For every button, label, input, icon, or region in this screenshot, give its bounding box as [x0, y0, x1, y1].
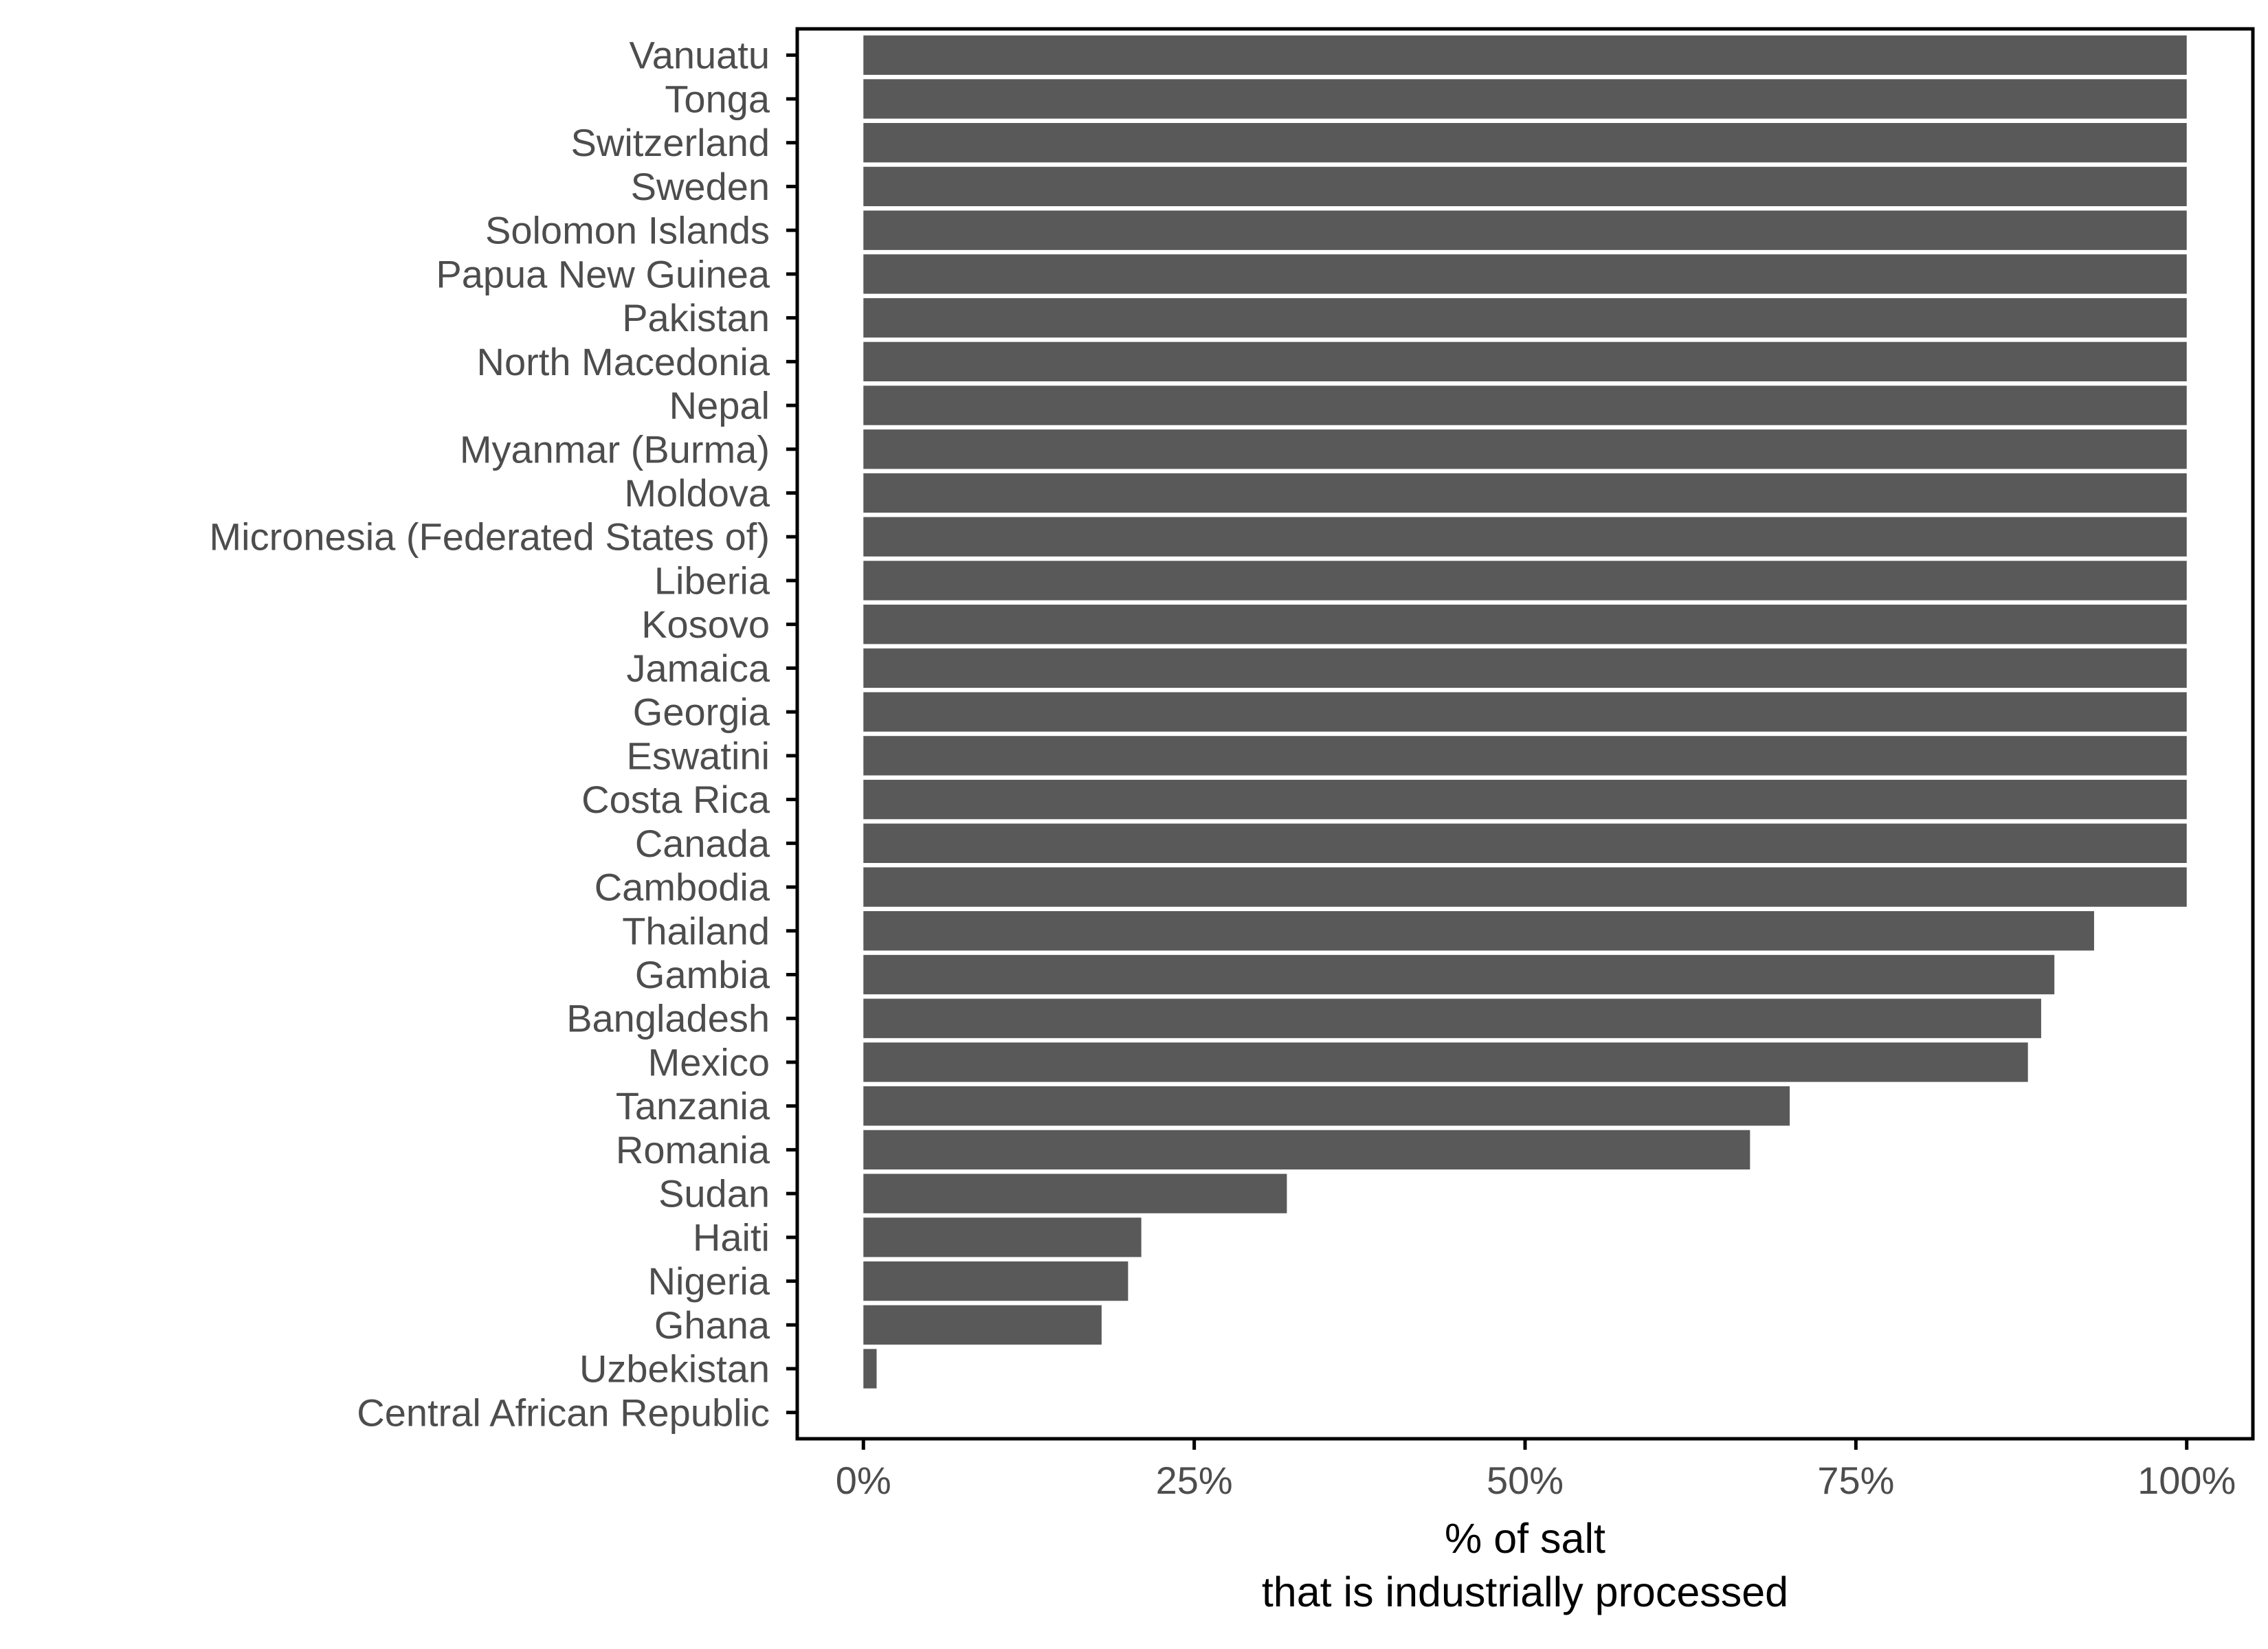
bar-switzerland	[863, 123, 2187, 163]
bar-cambodia	[863, 867, 2187, 907]
y-tick-label-ghana: Ghana	[654, 1303, 770, 1347]
bar-sweden	[863, 166, 2187, 207]
y-tick-label-micronesia-federated-states-of: Micronesia (Federated States of)	[210, 515, 770, 559]
y-tick-label-solomon-islands: Solomon Islands	[485, 209, 770, 252]
bar-micronesia-federated-states-of	[863, 517, 2187, 557]
x-tick-label-50: 50%	[1487, 1459, 1564, 1502]
bar-papua-new-guinea	[863, 254, 2187, 294]
bar-mexico	[863, 1042, 2028, 1082]
bar-kosovo	[863, 605, 2187, 644]
bar-nigeria	[863, 1261, 1129, 1301]
bar-liberia	[863, 561, 2187, 601]
y-tick-label-thailand: Thailand	[622, 909, 770, 952]
bar-north-macedonia	[863, 341, 2187, 381]
bar-gambia	[863, 954, 2055, 995]
bar-georgia	[863, 692, 2187, 732]
bar-romania	[863, 1130, 1750, 1170]
bar-thailand	[863, 911, 2094, 951]
bar-solomon-islands	[863, 210, 2187, 250]
bar-tanzania	[863, 1086, 1790, 1126]
y-tick-label-tanzania: Tanzania	[616, 1084, 770, 1128]
x-axis-title-line-1: % of salt	[1445, 1515, 1605, 1562]
bars-group	[863, 35, 2187, 1389]
y-tick-label-canada: Canada	[635, 822, 770, 865]
y-tick-label-central-african-republic: Central African Republic	[357, 1391, 770, 1434]
bar-uzbekistan	[863, 1349, 877, 1389]
bar-bangladesh	[863, 998, 2041, 1038]
x-tick-label-100: 100%	[2137, 1459, 2236, 1502]
y-tick-label-tonga: Tonga	[665, 77, 770, 120]
y-tick-label-pakistan: Pakistan	[622, 296, 770, 339]
bar-ghana	[863, 1305, 1102, 1345]
y-tick-label-uzbekistan: Uzbekistan	[579, 1347, 770, 1391]
bar-eswatini	[863, 736, 2187, 776]
bar-moldova	[863, 473, 2187, 513]
y-tick-label-eswatini: Eswatini	[626, 734, 770, 777]
bar-vanuatu	[863, 35, 2187, 75]
y-tick-label-liberia: Liberia	[654, 559, 770, 602]
y-tick-label-sweden: Sweden	[631, 165, 770, 208]
y-tick-label-kosovo: Kosovo	[641, 603, 770, 646]
bar-nepal	[863, 385, 2187, 425]
y-tick-label-mexico: Mexico	[648, 1040, 770, 1084]
bar-canada	[863, 823, 2187, 863]
y-tick-label-haiti: Haiti	[693, 1215, 770, 1259]
y-tick-label-georgia: Georgia	[633, 691, 770, 734]
y-tick-label-nigeria: Nigeria	[648, 1259, 770, 1303]
bar-costa-rica	[863, 779, 2187, 820]
bar-jamaica	[863, 648, 2187, 688]
y-tick-label-myanmar-burma: Myanmar (Burma)	[460, 427, 770, 471]
y-tick-label-costa-rica: Costa Rica	[581, 778, 770, 821]
y-tick-label-moldova: Moldova	[624, 471, 770, 515]
y-tick-label-nepal: Nepal	[669, 384, 770, 427]
y-tick-label-papua-new-guinea: Papua New Guinea	[436, 252, 770, 295]
y-tick-label-switzerland: Switzerland	[571, 121, 770, 164]
bar-tonga	[863, 79, 2187, 119]
x-axis-title-line-2: that is industrially processed	[1262, 1569, 1788, 1615]
x-tick-label-75: 75%	[1817, 1459, 1894, 1502]
y-tick-label-romania: Romania	[616, 1128, 770, 1171]
x-tick-label-25: 25%	[1156, 1459, 1233, 1502]
y-tick-label-gambia: Gambia	[635, 953, 770, 996]
bar-sudan	[863, 1174, 1287, 1213]
x-tick-label-0: 0%	[836, 1459, 891, 1502]
bar-pakistan	[863, 298, 2187, 338]
bar-myanmar-burma	[863, 429, 2187, 469]
y-tick-label-sudan: Sudan	[658, 1172, 770, 1215]
y-tick-label-bangladesh: Bangladesh	[566, 997, 770, 1040]
y-tick-label-jamaica: Jamaica	[626, 647, 770, 690]
y-tick-label-north-macedonia: North Macedonia	[477, 340, 770, 383]
x-axis: 0% 25% 50% 75% 100%	[836, 1439, 2236, 1502]
y-tick-label-vanuatu: Vanuatu	[630, 34, 770, 77]
bar-haiti	[863, 1218, 1142, 1257]
y-tick-label-cambodia: Cambodia	[594, 866, 770, 909]
